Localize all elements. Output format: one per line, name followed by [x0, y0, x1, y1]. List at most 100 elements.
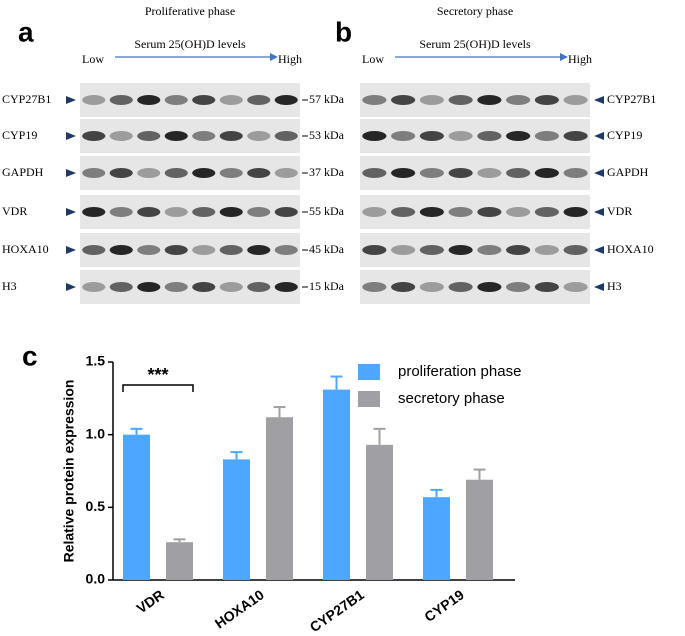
row-label: CYP27B1: [2, 92, 51, 106]
band: [274, 282, 298, 292]
band: [192, 95, 216, 105]
band: [448, 207, 473, 217]
row-pointer: [594, 132, 604, 140]
band: [563, 168, 588, 178]
y-tick-label: 0.5: [86, 498, 106, 514]
band: [164, 168, 188, 178]
row-label: CYP27B1: [607, 92, 656, 106]
error-bar: [173, 538, 186, 543]
arrow-head: [270, 53, 278, 61]
row-label: CYP19: [607, 128, 642, 142]
band: [448, 131, 473, 141]
row-label: HOXA10: [607, 242, 654, 256]
band: [391, 131, 416, 141]
bar: [323, 389, 350, 580]
band: [137, 245, 161, 255]
band: [563, 245, 588, 255]
row-label: H3: [607, 279, 622, 293]
band: [419, 168, 444, 178]
band: [419, 95, 444, 105]
band: [192, 131, 216, 141]
band: [164, 131, 188, 141]
high-label: High: [278, 52, 302, 66]
arrow-head: [560, 53, 568, 61]
x-tick-label: CYP19: [421, 586, 467, 625]
panel-label: c: [22, 340, 38, 371]
band: [164, 245, 188, 255]
band: [506, 207, 531, 217]
band: [534, 207, 559, 217]
band: [477, 282, 502, 292]
bar: [166, 542, 193, 580]
band: [219, 95, 243, 105]
band: [82, 245, 106, 255]
band: [362, 207, 387, 217]
band: [419, 245, 444, 255]
band: [274, 245, 298, 255]
band: [506, 168, 531, 178]
size-label: 45 kDa: [309, 242, 345, 256]
x-tick-label: HOXA10: [212, 586, 267, 631]
band: [137, 168, 161, 178]
error-bar: [330, 375, 343, 390]
x-tick-label: CYP27B1: [307, 586, 367, 635]
band: [362, 282, 387, 292]
error-bar: [273, 406, 286, 418]
band: [137, 131, 161, 141]
band: [391, 207, 416, 217]
band: [477, 168, 502, 178]
axis-label: Serum 25(OH)D levels: [134, 37, 246, 51]
size-label: 37 kDa: [309, 165, 345, 179]
band: [362, 131, 387, 141]
band: [506, 131, 531, 141]
error-bar: [130, 427, 143, 435]
band: [247, 168, 271, 178]
band: [109, 245, 133, 255]
legend-label: secretory phase: [398, 390, 505, 407]
legend-label: proliferation phase: [398, 363, 521, 380]
band: [109, 95, 133, 105]
row-label: VDR: [607, 204, 632, 218]
band: [192, 168, 216, 178]
error-bar: [430, 488, 443, 498]
band: [274, 95, 298, 105]
band: [448, 245, 473, 255]
band: [534, 245, 559, 255]
bar: [123, 434, 150, 580]
band: [448, 282, 473, 292]
y-tick-label: 1.5: [86, 353, 106, 369]
band: [109, 131, 133, 141]
x-tick-label: VDR: [133, 586, 166, 616]
size-label: 15 kDa: [309, 279, 345, 293]
row-pointer: [66, 283, 76, 291]
band: [274, 207, 298, 217]
band: [477, 207, 502, 217]
band: [362, 245, 387, 255]
high-label: High: [568, 52, 592, 66]
band: [477, 95, 502, 105]
band: [247, 245, 271, 255]
band: [391, 95, 416, 105]
y-tick-label: 0.0: [86, 571, 106, 587]
band: [563, 282, 588, 292]
panel-label: a: [18, 16, 34, 47]
band: [247, 282, 271, 292]
low-label: Low: [362, 52, 384, 66]
band: [137, 207, 161, 217]
band: [219, 131, 243, 141]
band: [82, 95, 106, 105]
band: [563, 207, 588, 217]
y-axis-label: Relative protein expression: [61, 380, 77, 563]
band: [192, 282, 216, 292]
band: [391, 282, 416, 292]
bar: [466, 479, 493, 580]
y-tick-label: 1.0: [86, 425, 106, 441]
size-label: 53 kDa: [309, 128, 345, 142]
row-pointer: [66, 132, 76, 140]
error-bar: [473, 468, 486, 480]
size-label: 57 kDa: [309, 92, 345, 106]
band: [247, 95, 271, 105]
band: [192, 207, 216, 217]
band: [274, 168, 298, 178]
